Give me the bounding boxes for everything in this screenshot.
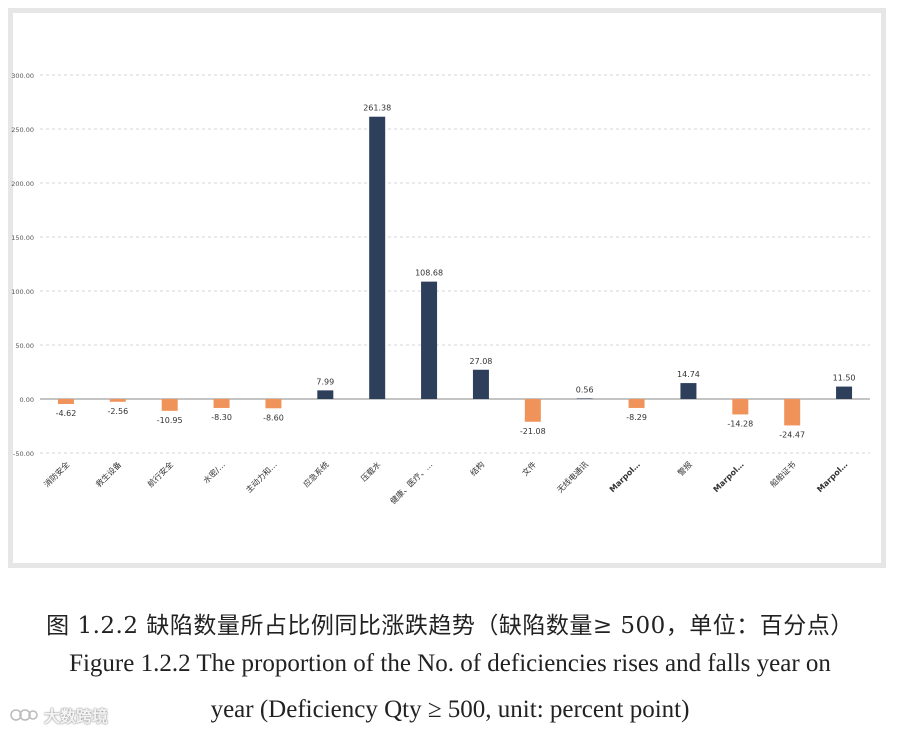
- watermark: 大数跨境: [10, 703, 108, 727]
- figure-caption-english-line2: year (Deficiency Qty ≥ 500, unit: percen…: [210, 696, 690, 723]
- x-tick-label: 船舶证书: [768, 459, 798, 489]
- data-label: 261.38: [363, 104, 391, 113]
- y-tick-label: 300.00: [11, 72, 34, 80]
- bar: [576, 398, 593, 399]
- bar: [836, 386, 853, 399]
- x-tick-label: 救生设备: [94, 459, 124, 489]
- data-label: 7.99: [316, 377, 334, 386]
- x-tick-label: 消防安全: [42, 459, 72, 489]
- data-label: 108.68: [415, 269, 443, 278]
- figure-caption-english-line1: Figure 1.2.2 The proportion of the No. o…: [69, 650, 831, 677]
- bar-chart: 300.00 250.00 200.00 150.00 100.00 50.00 0.00 -…: [11, 72, 870, 506]
- data-label: -10.95: [157, 416, 183, 425]
- x-tick-label: 航行安全: [145, 459, 175, 489]
- x-tick-label: 文件: [520, 459, 538, 477]
- x-tick-label: Marpol…: [608, 460, 642, 494]
- x-tick-label: 主动力和…: [243, 459, 278, 494]
- data-label: -14.28: [727, 419, 753, 428]
- y-tick-label: 50.00: [15, 342, 34, 350]
- y-tick-label: 100.00: [11, 288, 34, 296]
- x-tick-label: 应急系统: [301, 459, 331, 489]
- y-tick-label: -50.00: [13, 450, 34, 458]
- bar: [472, 369, 489, 399]
- data-label: -8.29: [626, 413, 647, 422]
- x-tick-label: 警报: [675, 459, 693, 477]
- data-label: 0.56: [576, 385, 594, 394]
- data-label: -8.30: [211, 413, 232, 422]
- y-tick-label: 200.00: [11, 180, 34, 188]
- x-tick-label: 水密/…: [201, 459, 227, 485]
- watermark-text: 大数跨境: [44, 707, 109, 726]
- y-tick-label: 250.00: [11, 126, 34, 134]
- data-label: 14.74: [677, 370, 700, 379]
- data-label: -2.56: [107, 407, 128, 416]
- data-label: -24.47: [779, 430, 805, 439]
- data-label: 27.08: [469, 357, 492, 366]
- data-label: -8.60: [263, 413, 284, 422]
- y-tick-label: 0.00: [20, 396, 34, 404]
- x-tick-label: Marpol…: [815, 460, 849, 494]
- data-label: -4.62: [56, 409, 77, 418]
- bar: [784, 399, 801, 426]
- bar: [628, 399, 645, 408]
- bar: [732, 399, 749, 415]
- bar: [109, 399, 126, 402]
- data-label: 11.50: [833, 374, 856, 383]
- bar: [317, 390, 334, 399]
- bar: [161, 399, 178, 411]
- y-tick-label: 150.00: [11, 234, 34, 242]
- bar: [265, 399, 282, 409]
- bar: [213, 399, 230, 408]
- x-tick-label: 压载水: [359, 459, 383, 483]
- bar: [680, 383, 697, 399]
- figure-caption-chinese: 图 1.2.2 缺陷数量所占比例同比涨跌趋势（缺陷数量≥ 500，单位：百分点）: [46, 613, 854, 639]
- watermark-logo-icon: [10, 709, 38, 721]
- x-tick-label: 无线电通讯: [555, 459, 590, 494]
- grid-layer: [40, 74, 870, 454]
- chart-frame: [8, 8, 886, 568]
- bar: [369, 116, 386, 400]
- bar: [524, 399, 541, 422]
- bar: [57, 399, 74, 404]
- x-tick-label: 结构: [468, 459, 486, 477]
- x-tick-label: 健康、医疗、…: [388, 459, 435, 506]
- data-label: -21.08: [520, 427, 546, 436]
- bar: [421, 281, 438, 399]
- bar-layer: [57, 116, 853, 426]
- x-tick-label: Marpol…: [712, 460, 746, 494]
